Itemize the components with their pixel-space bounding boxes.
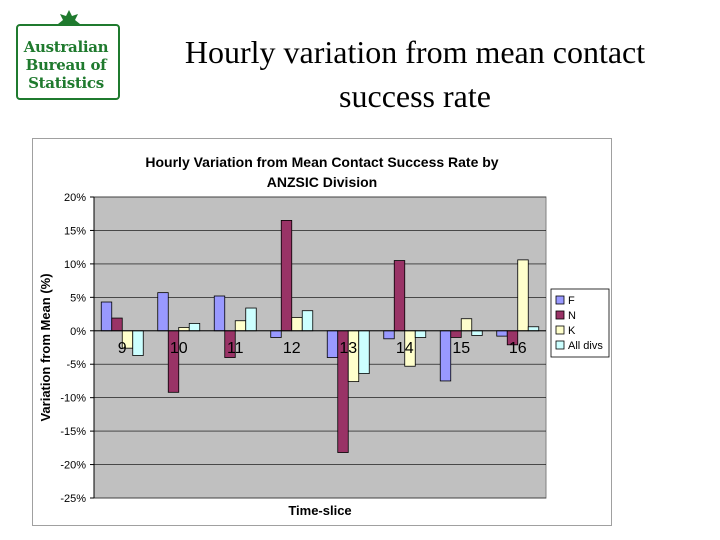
- bar-f: [383, 330, 395, 340]
- bar-all-divs: [471, 330, 483, 336]
- logo-line-3: Statistics: [28, 74, 104, 92]
- bar-all-divs: [358, 330, 370, 374]
- bar-all-divs: [188, 323, 201, 332]
- y-tick-label: 5%: [70, 292, 86, 304]
- bar-all-divs: [527, 326, 540, 332]
- x-tick-label: 9: [118, 340, 127, 357]
- legend-label: All divs: [568, 340, 603, 352]
- bar-chart: Hourly Variation from Mean Contact Succe…: [38, 154, 610, 518]
- y-tick-label: 0%: [70, 326, 86, 338]
- chart-frame: Hourly Variation from Mean Contact Succe…: [32, 138, 612, 526]
- bar-n: [450, 330, 462, 338]
- abs-logo: Australian Bureau of Statistics: [14, 8, 122, 100]
- chart-title-line-2: ANZSIC Division: [267, 174, 377, 190]
- legend-swatch: [555, 340, 565, 350]
- bar-n: [111, 317, 123, 332]
- x-tick-label: 16: [509, 340, 527, 357]
- bar-n: [280, 220, 293, 332]
- bar-k: [291, 316, 303, 332]
- logo-frame: [16, 24, 120, 100]
- x-tick-label: 10: [170, 340, 188, 357]
- bar-n: [393, 260, 406, 332]
- legend-label: N: [568, 310, 576, 322]
- bar-all-divs: [414, 330, 427, 338]
- bar-f: [270, 330, 282, 338]
- bar-all-divs: [301, 310, 314, 332]
- y-axis-title: Variation from Mean (%): [38, 273, 53, 421]
- x-axis-title: Time-slice: [288, 503, 351, 518]
- legend-label: K: [568, 325, 576, 337]
- bar-f: [326, 330, 339, 358]
- x-tick-label: 12: [283, 340, 301, 357]
- legend-swatch: [555, 310, 565, 320]
- y-tick-label: -20%: [60, 460, 86, 472]
- chart-title-line-1: Hourly Variation from Mean Contact Succe…: [145, 154, 498, 170]
- y-tick-label: 10%: [64, 259, 86, 271]
- bar-f: [213, 295, 226, 332]
- x-tick-label: 13: [339, 340, 357, 357]
- bar-f: [439, 330, 452, 382]
- y-tick-label: -5%: [66, 359, 86, 371]
- y-tick-label: -10%: [60, 393, 86, 405]
- legend-swatch: [555, 295, 565, 305]
- legend-label: F: [568, 295, 575, 307]
- logo-line-2: Bureau of: [25, 56, 107, 74]
- y-tick-label: -15%: [60, 426, 86, 438]
- bar-k: [460, 318, 473, 332]
- bar-f: [100, 301, 113, 332]
- bar-k: [234, 320, 247, 332]
- coat-of-arms-icon: [58, 10, 80, 29]
- logo-line-1: Australian: [23, 38, 109, 56]
- bar-k: [517, 259, 529, 332]
- x-tick-label: 15: [452, 340, 470, 357]
- bar-all-divs: [245, 307, 257, 332]
- bar-k: [178, 327, 190, 332]
- bar-f: [157, 292, 169, 332]
- bar-f: [496, 330, 508, 337]
- plot-area: [93, 196, 547, 499]
- x-tick-label: 11: [227, 340, 244, 357]
- bar-all-divs: [132, 330, 144, 356]
- y-tick-label: 15%: [64, 225, 86, 237]
- slide-title: Hourly variation from mean contact succe…: [184, 34, 646, 114]
- x-tick-label: 14: [396, 340, 414, 357]
- y-tick-label: -25%: [60, 493, 86, 505]
- legend-swatch: [555, 325, 565, 335]
- y-tick-label: 20%: [64, 192, 86, 204]
